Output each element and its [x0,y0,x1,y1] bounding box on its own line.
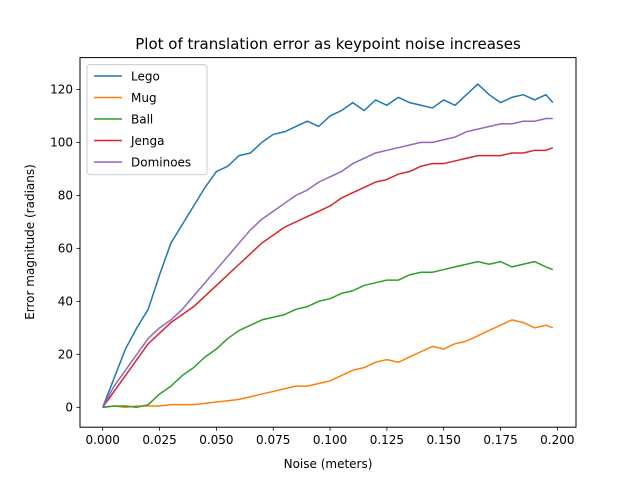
series-line-jenga [102,146,554,408]
x-tick-label: 0.000 [86,433,120,447]
series-line-mug [102,319,554,409]
legend-box [86,64,208,176]
series-line-dominoes [102,117,553,408]
x-axis-label: Noise (meters) [284,457,373,471]
x-tick-label: 0.075 [256,433,290,447]
x-tick-label: 0.100 [313,433,347,447]
x-tick-label: 0.125 [370,433,404,447]
y-tick-label: 100 [50,135,73,149]
legend-label-mug: Mug [131,91,157,105]
legend-label-ball: Ball [131,113,153,127]
x-axis: 0.000 0.025 0.050 0.075 0.100 0.125 0.150 0.175… [86,427,575,447]
y-tick-label: 0 [65,400,73,414]
legend-label-lego: Lego [131,70,160,84]
legend-label-jenga: Jenga [130,134,165,148]
y-tick-label: 40 [58,294,73,308]
x-tick-label: 0.200 [540,433,574,447]
axes-frame [79,57,577,428]
series-layer [102,83,554,409]
y-tick-label: 20 [58,347,73,361]
y-tick-label: 60 [58,241,73,255]
x-tick-label: 0.175 [483,433,517,447]
chart-title: Plot of translation error as keypoint no… [135,35,521,53]
legend-items: Lego Mug Ball Jenga Dominoes [94,70,191,170]
x-tick-label: 0.025 [142,433,176,447]
legend-label-dominoes: Dominoes [131,156,191,170]
y-axis-label: Error magnitude (radians) [23,164,37,320]
plot-area [79,57,577,428]
y-tick-label: 80 [58,188,73,202]
y-axis: 0 20 40 60 80 100 120 [50,82,80,414]
series-line-lego [102,83,554,408]
legend: Lego Mug Ball Jenga Dominoes [86,64,208,176]
y-tick-label: 120 [50,82,73,96]
series-line-ball [102,260,554,409]
x-tick-label: 0.050 [199,433,233,447]
x-tick-label: 0.150 [427,433,461,447]
